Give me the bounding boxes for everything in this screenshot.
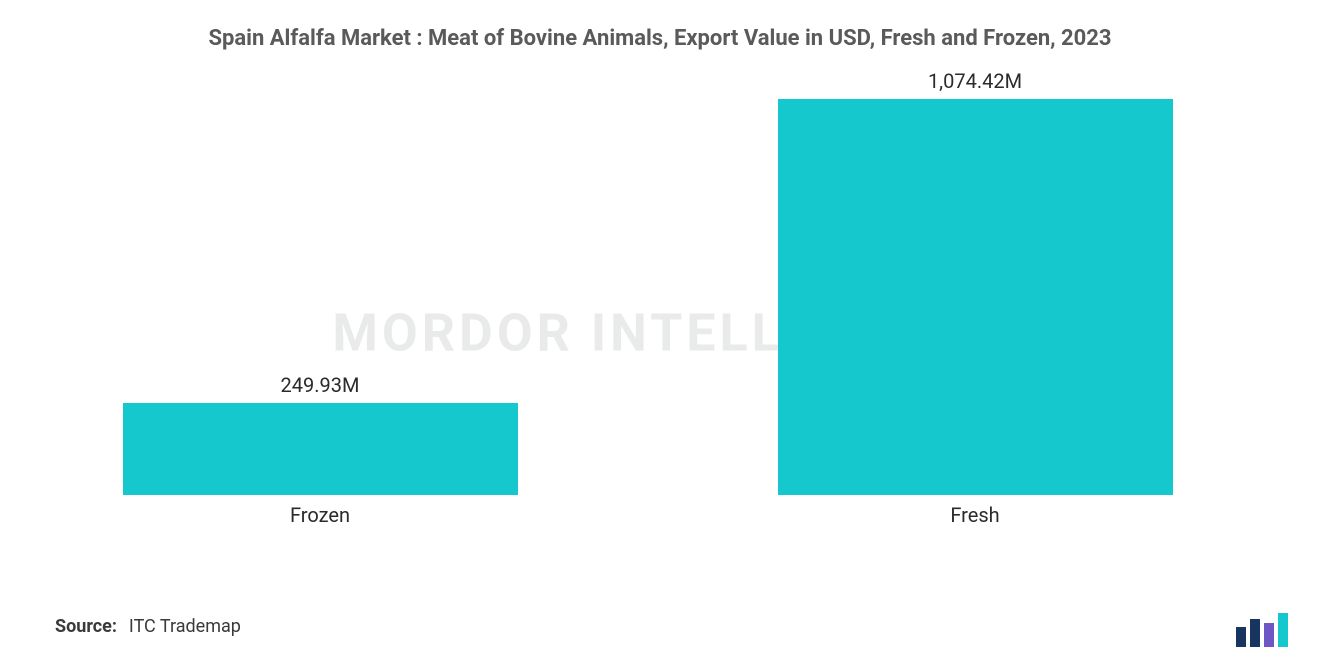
bar-rect (123, 403, 518, 495)
bar-group-fresh: 1,074.42M Fresh (778, 99, 1173, 495)
bars-wrap: 249.93M Frozen 1,074.42M Fresh (0, 90, 1320, 495)
source-value: ITC Trademap (129, 616, 241, 637)
chart-title: Spain Alfalfa Market : Meat of Bovine An… (0, 26, 1320, 51)
brand-logo (1234, 613, 1294, 647)
bar-category-label: Frozen (123, 495, 518, 527)
logo-bar-1 (1236, 627, 1246, 647)
source-label: Source: (55, 616, 117, 637)
source-line: Source: ITC Trademap (55, 616, 241, 637)
chart-plot-area: 249.93M Frozen 1,074.42M Fresh (0, 90, 1320, 495)
bar-rect (778, 99, 1173, 495)
chart-container: Spain Alfalfa Market : Meat of Bovine An… (0, 0, 1320, 665)
bar-category-label: Fresh (778, 495, 1173, 527)
brand-logo-svg (1234, 613, 1294, 647)
logo-bar-2 (1250, 619, 1260, 647)
bar-value-label: 1,074.42M (778, 69, 1173, 99)
logo-bar-4 (1278, 613, 1288, 647)
logo-bar-3 (1264, 623, 1274, 647)
bar-group-frozen: 249.93M Frozen (123, 403, 518, 495)
bar-value-label: 249.93M (123, 373, 518, 403)
